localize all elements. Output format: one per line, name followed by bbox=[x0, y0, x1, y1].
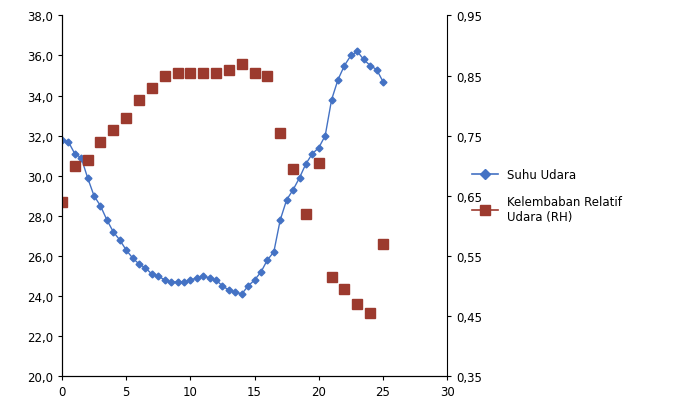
Legend: Suhu Udara, Kelembaban Relatif
Udara (RH): Suhu Udara, Kelembaban Relatif Udara (RH… bbox=[467, 164, 627, 229]
Line: Kelembaban Relatif
Udara (RH): Kelembaban Relatif Udara (RH) bbox=[57, 60, 387, 318]
Kelembaban Relatif
Udara (RH) bbox=[314, 161, 323, 166]
Kelembaban Relatif
Udara (RH) bbox=[276, 131, 284, 136]
Suhu Udara bbox=[237, 292, 246, 297]
Kelembaban Relatif
Udara (RH) bbox=[353, 302, 361, 307]
Kelembaban Relatif
Udara (RH) bbox=[109, 128, 118, 133]
Suhu Udara bbox=[58, 138, 66, 143]
Kelembaban Relatif
Udara (RH) bbox=[212, 71, 220, 76]
Suhu Udara bbox=[295, 176, 303, 181]
Kelembaban Relatif
Udara (RH) bbox=[327, 275, 336, 280]
Suhu Udara bbox=[379, 80, 387, 85]
Kelembaban Relatif
Udara (RH) bbox=[122, 116, 130, 121]
Kelembaban Relatif
Udara (RH) bbox=[264, 74, 272, 79]
Suhu Udara bbox=[160, 278, 169, 283]
Kelembaban Relatif
Udara (RH) bbox=[58, 200, 66, 205]
Kelembaban Relatif
Udara (RH) bbox=[237, 62, 246, 67]
Kelembaban Relatif
Udara (RH) bbox=[250, 71, 259, 76]
Suhu Udara bbox=[353, 50, 361, 55]
Kelembaban Relatif
Udara (RH) bbox=[71, 164, 79, 169]
Kelembaban Relatif
Udara (RH) bbox=[83, 158, 92, 163]
Kelembaban Relatif
Udara (RH) bbox=[135, 98, 143, 103]
Suhu Udara bbox=[154, 274, 162, 279]
Kelembaban Relatif
Udara (RH) bbox=[160, 74, 169, 79]
Suhu Udara bbox=[372, 68, 380, 73]
Kelembaban Relatif
Udara (RH) bbox=[302, 212, 310, 217]
Kelembaban Relatif
Udara (RH) bbox=[148, 86, 156, 91]
Kelembaban Relatif
Udara (RH) bbox=[173, 71, 182, 76]
Kelembaban Relatif
Udara (RH) bbox=[379, 242, 387, 247]
Kelembaban Relatif
Udara (RH) bbox=[225, 68, 233, 73]
Kelembaban Relatif
Udara (RH) bbox=[199, 71, 207, 76]
Suhu Udara bbox=[276, 218, 284, 223]
Line: Suhu Udara: Suhu Udara bbox=[59, 50, 385, 297]
Kelembaban Relatif
Udara (RH) bbox=[366, 311, 374, 316]
Kelembaban Relatif
Udara (RH) bbox=[186, 71, 195, 76]
Kelembaban Relatif
Udara (RH) bbox=[341, 287, 349, 292]
Kelembaban Relatif
Udara (RH) bbox=[96, 140, 105, 145]
Kelembaban Relatif
Udara (RH) bbox=[289, 167, 297, 172]
Suhu Udara bbox=[129, 256, 137, 261]
